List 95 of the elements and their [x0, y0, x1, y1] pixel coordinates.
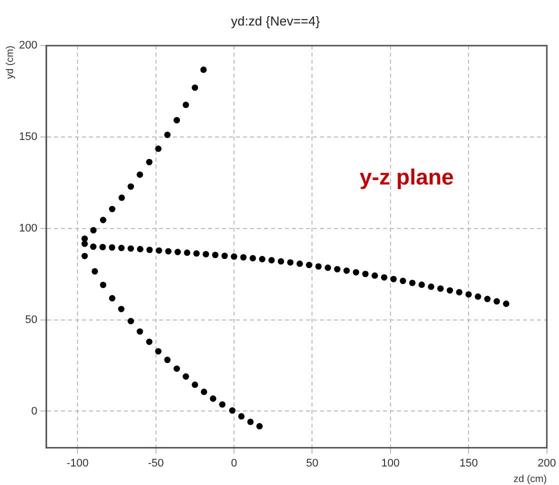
point [380, 274, 388, 281]
point [362, 270, 369, 278]
point [240, 254, 247, 261]
y-tick-label: 50 [25, 314, 38, 326]
point [256, 423, 263, 430]
y-tick-label: 0 [31, 405, 38, 418]
point [287, 259, 294, 266]
point [221, 252, 228, 260]
point [210, 395, 216, 402]
point [212, 252, 218, 258]
point [108, 206, 116, 212]
y-tick-label: 150 [18, 131, 38, 144]
point [238, 413, 245, 420]
point [164, 132, 171, 138]
point [250, 255, 256, 262]
point [174, 116, 180, 124]
point [484, 296, 491, 302]
point [108, 295, 116, 302]
point [184, 250, 190, 256]
y-axis-title: yd (cm) [4, 46, 16, 79]
point [118, 306, 124, 312]
point [193, 250, 200, 257]
point [136, 328, 144, 335]
point [100, 282, 106, 288]
point [174, 248, 181, 256]
point [118, 194, 125, 201]
point [390, 276, 397, 282]
point [100, 216, 106, 224]
point [165, 248, 172, 254]
point [229, 407, 236, 414]
point [99, 244, 106, 250]
point [200, 66, 207, 73]
point [324, 264, 332, 271]
point [428, 284, 434, 290]
point [192, 84, 198, 91]
point [146, 246, 153, 254]
point [136, 246, 144, 252]
point [108, 244, 116, 251]
point [296, 260, 303, 267]
x-tick-label: 100 [381, 457, 400, 470]
point [156, 247, 162, 254]
point [278, 258, 284, 265]
point [247, 418, 254, 426]
point [118, 244, 125, 252]
point [372, 272, 378, 279]
y-tick-label: 200 [18, 40, 38, 52]
point [155, 146, 162, 152]
point [92, 268, 98, 275]
point [409, 280, 416, 286]
point [474, 293, 482, 300]
point [268, 257, 275, 264]
point [81, 240, 88, 247]
point [174, 365, 180, 372]
point [219, 401, 226, 408]
point [352, 269, 360, 276]
point [128, 318, 134, 324]
point [400, 278, 406, 284]
point [446, 287, 454, 294]
point [155, 348, 162, 354]
x-tick-label: -100 [66, 457, 89, 470]
y-tick-label: 100 [18, 222, 38, 234]
point [128, 245, 134, 252]
point [192, 382, 198, 388]
point [437, 285, 444, 292]
point [258, 256, 266, 262]
point [494, 298, 500, 305]
point [182, 373, 190, 380]
point [456, 289, 462, 296]
point [90, 227, 97, 234]
x-axis-title: zd (cm) [513, 474, 547, 485]
point [202, 250, 210, 258]
point [334, 266, 340, 272]
x-tick-label: -50 [148, 457, 164, 470]
annotation: y-z plane [360, 164, 454, 190]
point [306, 262, 312, 268]
x-tick-label: 200 [538, 457, 556, 470]
x-tick-label: 150 [459, 457, 478, 470]
point [465, 291, 472, 298]
point [146, 338, 152, 345]
point [90, 244, 96, 250]
point [164, 356, 171, 364]
x-tick-label: 50 [306, 457, 318, 470]
point [81, 252, 88, 260]
point [502, 300, 510, 307]
point [418, 282, 425, 288]
point [230, 253, 238, 260]
point [128, 183, 134, 190]
point [200, 388, 208, 396]
point [182, 102, 190, 108]
point [315, 263, 322, 270]
point [136, 171, 144, 178]
chart-title: yd:zd {Nev==4} [231, 13, 321, 28]
x-tick-label: 0 [230, 457, 238, 470]
point [146, 158, 152, 166]
point [343, 267, 350, 274]
